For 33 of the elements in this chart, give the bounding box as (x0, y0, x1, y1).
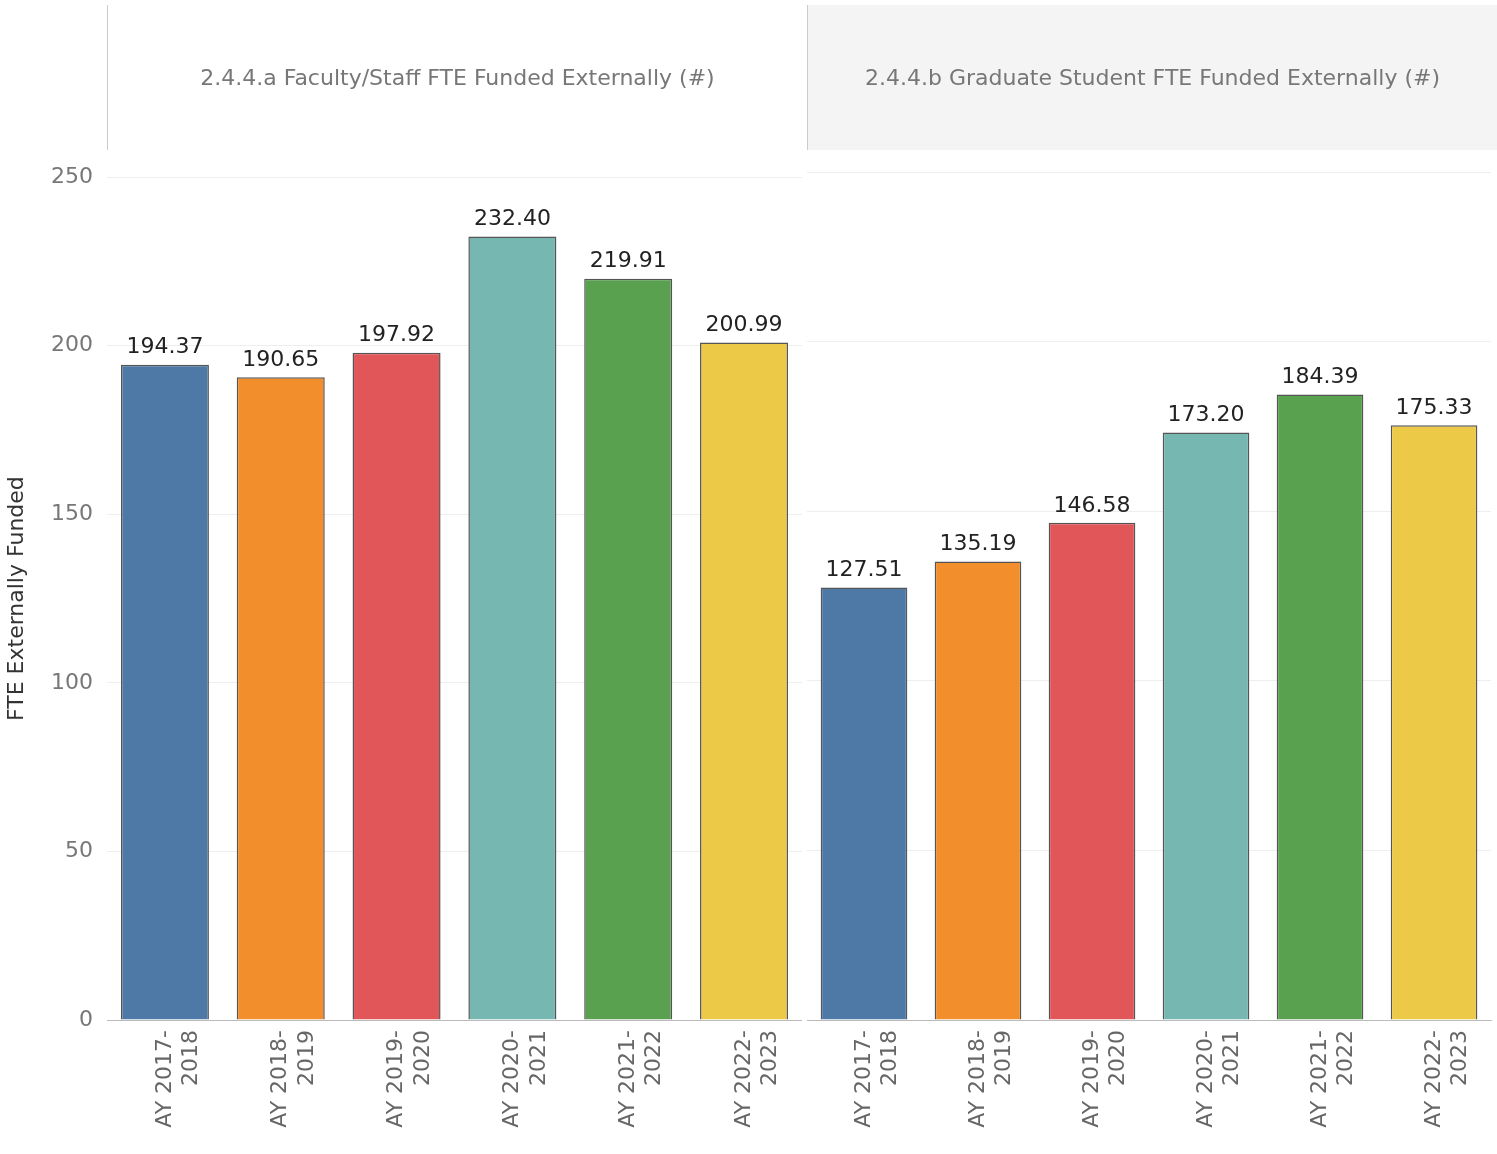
chart-title: 2.4.4.a Faculty/Staff FTE Funded Externally (#) (200, 65, 715, 90)
data-label: 175.33 (1395, 394, 1473, 419)
y-tick-label: 150 (51, 500, 93, 526)
data-label: 173.20 (1167, 401, 1245, 427)
x-tick-label: AY 2022-2023 (1419, 1030, 1472, 1128)
x-tick-label: AY 2019-2020 (382, 1030, 434, 1128)
data-label: 184.39 (1281, 363, 1359, 389)
y-tick-label: 250 (51, 162, 93, 188)
data-label: 194.37 (126, 333, 204, 359)
data-label: 146.58 (1053, 491, 1131, 517)
data-label: 200.99 (705, 311, 783, 337)
data-label: 197.92 (358, 321, 436, 347)
y-tick-label: 50 (65, 837, 93, 863)
data-label: 135.19 (939, 530, 1017, 556)
y-tick-label: 0 (79, 1005, 93, 1031)
y-axis-title: FTE Externally Funded (2, 476, 28, 722)
data-label: 232.40 (473, 205, 551, 231)
x-tick-label: AY 2022-2023 (729, 1030, 782, 1128)
y-tick-label: 100 (51, 668, 93, 694)
x-tick-label: AY 2020-2021 (1191, 1030, 1244, 1128)
data-label: 190.65 (242, 346, 320, 371)
x-tick-label: AY 2019-2020 (1077, 1030, 1130, 1128)
x-tick-label: AY 2017-2018 (150, 1030, 203, 1128)
data-label: 219.91 (589, 247, 667, 273)
x-tick-label: AY 2021-2022 (613, 1030, 666, 1128)
y-tick-label: 200 (51, 331, 93, 357)
chart-title: 2.4.4.b Graduate Student FTE Funded Externally (#) (864, 65, 1441, 90)
x-tick-label: AY 2021-2022 (1305, 1030, 1358, 1128)
data-label: 127.51 (825, 556, 903, 582)
x-tick-label: AY 2018-2019 (963, 1030, 1016, 1128)
x-tick-label: AY 2018-2019 (266, 1030, 318, 1128)
x-tick-label: AY 2017-2018 (849, 1030, 902, 1128)
x-tick-label: AY 2020-2021 (498, 1030, 550, 1128)
